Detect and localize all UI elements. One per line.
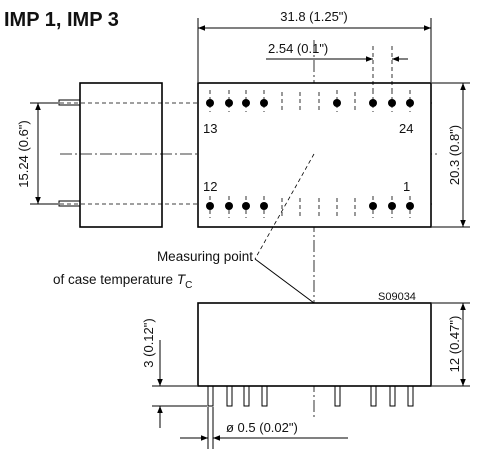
case-temperature-text: of case temperature bbox=[53, 272, 177, 287]
case-temperature-label: of case temperature TC bbox=[53, 272, 192, 291]
pin-label-1: 1 bbox=[403, 179, 410, 194]
pin-label-12: 12 bbox=[203, 179, 217, 194]
pin bbox=[370, 385, 377, 407]
temperature-symbol: T bbox=[177, 272, 187, 287]
pin bbox=[334, 385, 341, 407]
pin-dot bbox=[333, 99, 341, 107]
top-pin-row bbox=[206, 90, 414, 112]
height-label: 20.3 (0.8") bbox=[447, 125, 462, 185]
side-view: 15.24 (0.6") bbox=[16, 82, 163, 228]
pin bbox=[261, 385, 268, 407]
pin-dot bbox=[406, 202, 414, 210]
pin-dot bbox=[260, 99, 268, 107]
pin-dot bbox=[242, 99, 250, 107]
pin-dot bbox=[242, 202, 250, 210]
front-view-body bbox=[197, 302, 432, 387]
standoff-label: 3 (0.12") bbox=[141, 318, 156, 367]
measuring-point-callout: Measuring point of case temperature TC bbox=[53, 153, 315, 304]
temperature-subscript: C bbox=[185, 280, 192, 291]
pin-label-24: 24 bbox=[399, 121, 413, 136]
pin-diameter-label: ø 0.5 (0.02") bbox=[226, 420, 298, 435]
pin bbox=[226, 385, 233, 407]
pin-dot bbox=[260, 202, 268, 210]
pin bbox=[243, 385, 250, 407]
body-height-label: 12 (0.47") bbox=[447, 316, 462, 373]
side-view-pin-bottom bbox=[58, 200, 81, 207]
pin bbox=[207, 385, 214, 407]
pin-dot bbox=[406, 99, 414, 107]
pin bbox=[407, 385, 414, 407]
pin-dot bbox=[369, 99, 377, 107]
bottom-pin-row bbox=[206, 196, 414, 218]
pin-dot bbox=[225, 202, 233, 210]
measuring-point-label: Measuring point bbox=[157, 249, 253, 264]
pin bbox=[389, 385, 396, 407]
front-view-pins bbox=[207, 385, 414, 407]
pin-dot bbox=[388, 99, 396, 107]
front-view: S09034 12 (0.47") 3 (0.12") ø 0.5 (0.02"… bbox=[141, 291, 470, 449]
side-view-pin-top bbox=[58, 99, 81, 106]
pin-dot bbox=[388, 202, 396, 210]
drawing-title: IMP 1, IMP 3 bbox=[4, 9, 119, 31]
row-spacing-label: 15.24 (0.6") bbox=[16, 120, 31, 188]
width-label: 31.8 (1.25") bbox=[280, 9, 348, 24]
pin-dot bbox=[206, 99, 214, 107]
drawing-code: S09034 bbox=[378, 291, 416, 303]
pin-label-13: 13 bbox=[203, 121, 217, 136]
pin-dot bbox=[369, 202, 377, 210]
pitch-label: 2.54 (0.1") bbox=[268, 41, 328, 56]
side-view-body bbox=[79, 82, 163, 228]
pin-dot bbox=[206, 202, 214, 210]
pin-dot bbox=[225, 99, 233, 107]
top-view: 13 24 12 1 31.8 (1.25") 2.54 (0.1") 20.3… bbox=[197, 9, 470, 228]
